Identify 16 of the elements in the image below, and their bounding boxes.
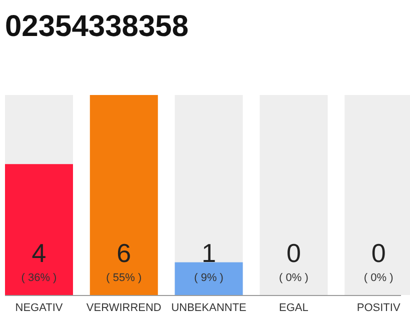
x-tick-label: VERWIRREND — [86, 302, 162, 314]
x-tick-label: POSITIV — [356, 302, 401, 314]
annotation: 4 — [32, 238, 46, 268]
chart-title: 02354338358 — [5, 10, 189, 43]
x-tick-label: UNBEKANNTE — [171, 302, 246, 314]
x-tick-label: EGAL — [279, 302, 308, 314]
annotation: 6 — [116, 238, 132, 268]
data-label: ( 9% ) — [194, 272, 224, 284]
data-label: ( 0% ) — [279, 272, 308, 284]
data-label: ( 55% ) — [106, 272, 142, 284]
data-label: ( 0% ) — [364, 272, 394, 284]
annotation: 0 — [286, 238, 301, 268]
x-tick-label: NEGATIV — [15, 302, 64, 314]
data-label: ( 36% ) — [21, 272, 57, 284]
annotation: 1 — [202, 238, 216, 268]
annotation: 0 — [371, 238, 386, 268]
